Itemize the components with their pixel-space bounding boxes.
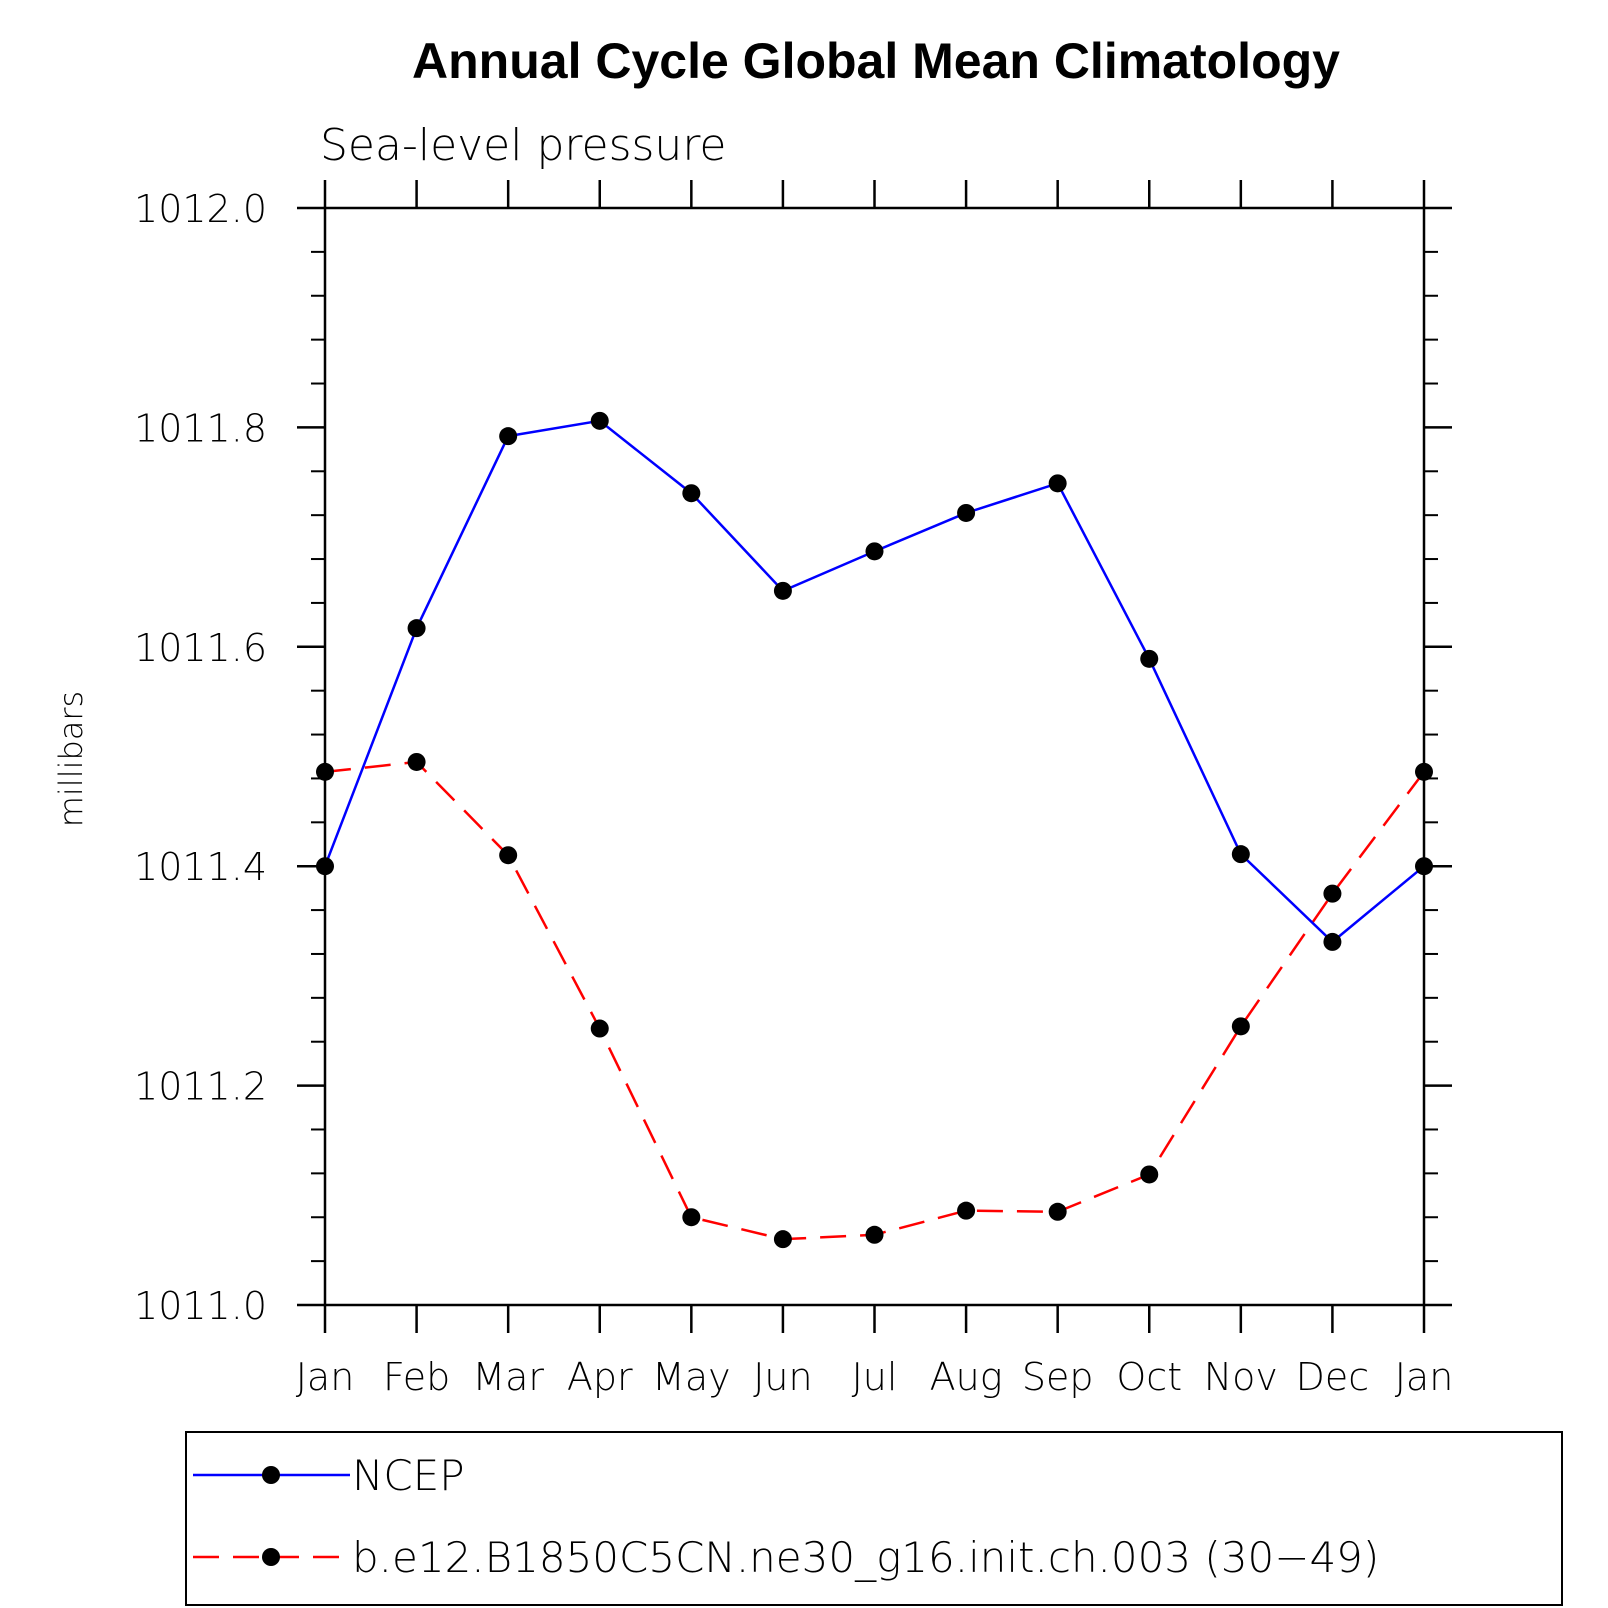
x-tick-label: Jan bbox=[296, 1355, 355, 1399]
x-tick-label: Mar bbox=[472, 1355, 544, 1399]
data-point-series-2 bbox=[499, 846, 518, 865]
series-layer bbox=[316, 411, 1433, 1249]
data-point-series-2 bbox=[682, 1208, 701, 1227]
x-tick-label: Aug bbox=[930, 1355, 1003, 1399]
data-point-series-1 bbox=[499, 427, 518, 446]
x-tick-label: Sep bbox=[1022, 1355, 1094, 1399]
x-tick-label: Jan bbox=[1395, 1355, 1454, 1399]
x-tick-label: Jul bbox=[852, 1355, 898, 1399]
data-point-series-2 bbox=[957, 1201, 976, 1220]
data-point-series-2 bbox=[1231, 1017, 1250, 1036]
y-tick-label: 1012.0 bbox=[134, 187, 267, 231]
x-tick-label: Dec bbox=[1296, 1355, 1370, 1399]
legend-marker-2 bbox=[262, 1548, 280, 1566]
axes: 1011.0 1011.2 1011.4 1011.6 1011.8 1012.0 Jan F… bbox=[134, 180, 1453, 1399]
x-tick-label: Nov bbox=[1204, 1355, 1278, 1399]
data-point-series-1 bbox=[1323, 932, 1342, 951]
data-point-series-1 bbox=[1231, 845, 1250, 864]
chart-title: Annual Cycle Global Mean Climatology bbox=[412, 33, 1340, 89]
data-point-series-1 bbox=[865, 542, 884, 561]
data-point-series-2 bbox=[590, 1019, 609, 1038]
data-point-series-1 bbox=[957, 503, 976, 522]
y-tick-label: 1011.0 bbox=[134, 1284, 267, 1328]
data-point-series-1 bbox=[1415, 857, 1433, 876]
x-tick-label: Apr bbox=[567, 1355, 633, 1399]
legend-label-2: b.e12.B1850C5CN.ne30_g16.init.ch.003 (30… bbox=[352, 1533, 1379, 1582]
data-point-series-2 bbox=[1140, 1165, 1159, 1184]
y-tick-label: 1011.8 bbox=[134, 406, 267, 450]
chart-subtitle: Sea-level pressure bbox=[320, 120, 727, 171]
data-point-series-2 bbox=[1323, 884, 1342, 903]
data-point-series-2 bbox=[773, 1230, 792, 1249]
y-tick-label: 1011.4 bbox=[134, 845, 267, 889]
data-point-series-1 bbox=[682, 484, 701, 503]
x-tick-label: Oct bbox=[1116, 1355, 1182, 1399]
legend-marker-1 bbox=[262, 1466, 280, 1484]
data-point-series-2 bbox=[316, 762, 334, 781]
plot-frame bbox=[323, 206, 1426, 1307]
series-line-1 bbox=[323, 419, 1425, 944]
data-point-series-1 bbox=[1048, 474, 1067, 493]
x-tick-label: Feb bbox=[383, 1355, 450, 1399]
data-point-series-2 bbox=[1048, 1202, 1067, 1221]
data-point-series-1 bbox=[590, 411, 609, 430]
data-point-series-1 bbox=[407, 619, 426, 638]
legend-label-1: NCEP bbox=[352, 1451, 465, 1500]
y-tick-label: 1011.6 bbox=[134, 626, 267, 670]
data-point-series-2 bbox=[1415, 762, 1433, 781]
data-point-series-1 bbox=[1140, 649, 1159, 668]
y-tick-label: 1011.2 bbox=[134, 1065, 267, 1109]
series-line-2 bbox=[324, 760, 1425, 1241]
x-tick-label: May bbox=[652, 1355, 731, 1399]
data-point-series-1 bbox=[316, 857, 334, 876]
data-point-series-1 bbox=[773, 581, 792, 600]
y-axis-label: millibars bbox=[52, 691, 90, 827]
data-point-series-2 bbox=[865, 1225, 884, 1244]
legend: NCEP b.e12.B1850C5CN.ne30_g16.init.ch.003… bbox=[185, 1431, 1563, 1606]
data-point-series-2 bbox=[407, 752, 426, 771]
x-tick-label: Jun bbox=[753, 1355, 812, 1399]
legend-box bbox=[185, 1431, 1563, 1606]
